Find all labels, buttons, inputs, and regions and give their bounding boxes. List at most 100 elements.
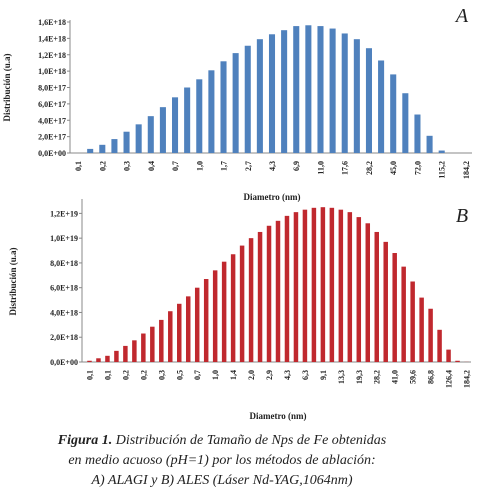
y-tick-label: 4,0E+18 [50, 308, 78, 317]
bar [184, 87, 191, 153]
x-tick-label: 184,2 [462, 161, 471, 179]
y-tick-label: 1,2E+18 [38, 51, 66, 60]
panel-label: A [454, 5, 469, 27]
bar [311, 207, 317, 362]
caption-line: A) ALAGI y B) ALES (Láser Nd-YAG,1064nm) [91, 473, 353, 488]
y-tick-label: 2,0E+17 [38, 133, 66, 142]
y-tick-label: 8,0E+17 [38, 84, 66, 93]
x-tick-label: 9,1 [319, 370, 328, 380]
bar [275, 220, 281, 362]
bar [365, 48, 372, 154]
x-tick-label: 0,2 [121, 370, 130, 380]
x-tick-label: 4,3 [268, 161, 277, 171]
bar [159, 319, 164, 362]
x-tick-label: 1,4 [229, 370, 238, 380]
bar [96, 358, 101, 362]
bar [150, 326, 155, 362]
bar [194, 287, 200, 362]
bar [172, 97, 179, 153]
bar [196, 79, 203, 153]
bar [438, 150, 445, 153]
bar [256, 39, 263, 153]
bar [329, 28, 336, 153]
x-tick-label: 0,2 [98, 161, 107, 171]
x-tick-label: 19,3 [355, 370, 364, 384]
x-tick-label: 59,6 [409, 370, 418, 384]
bar [141, 333, 146, 362]
bar [99, 144, 106, 153]
x-tick-label: 0,7 [193, 370, 202, 380]
bar [378, 60, 385, 154]
y-tick-label: 1,6E+18 [38, 18, 66, 27]
bar [123, 131, 130, 153]
bar [374, 231, 379, 362]
x-tick-label: 6,3 [301, 370, 310, 380]
x-tick-label: 0,3 [123, 161, 132, 171]
bar [266, 225, 272, 362]
bar [329, 207, 335, 362]
x-tick-label: 0,3 [157, 370, 166, 380]
bar [203, 279, 209, 362]
bar [356, 217, 362, 362]
x-tick-label: 115,2 [438, 161, 447, 179]
x-tick-label: 13,3 [337, 370, 346, 384]
bar [168, 311, 173, 362]
x-tick-label: 41,0 [391, 370, 400, 384]
x-tick-label: 2,0 [247, 370, 256, 380]
bar [87, 360, 92, 362]
bar [221, 261, 227, 362]
bar [257, 231, 263, 362]
bar [135, 124, 142, 153]
y-axis-title: Distribución (u.a) [2, 53, 12, 121]
x-tick-label: 0,4 [147, 161, 156, 171]
bar [426, 135, 433, 153]
bar [317, 26, 324, 153]
panel-label: B [456, 205, 468, 227]
bar [114, 350, 119, 362]
x-tick-label: 28,2 [373, 370, 382, 384]
y-tick-label: 8,0E+18 [50, 259, 78, 268]
bar [437, 329, 442, 362]
bar [383, 241, 388, 362]
bar [159, 107, 166, 153]
x-tick-label: 1,0 [211, 370, 220, 380]
bar [410, 281, 415, 362]
x-tick-label: 0,5 [175, 370, 184, 380]
y-tick-label: 4,0E+17 [38, 116, 66, 125]
bar [132, 340, 137, 362]
bar [305, 25, 312, 153]
y-tick-label: 6,0E+18 [50, 284, 78, 293]
x-tick-label: 2,7 [244, 161, 253, 171]
bar [111, 139, 118, 153]
y-tick-label: 2,0E+18 [50, 333, 78, 342]
bar [293, 212, 299, 362]
caption-line: Figura 1. Distribución de Tamaño de Nps … [57, 433, 387, 448]
bar [365, 223, 371, 362]
x-tick-label: 11,0 [316, 161, 325, 175]
y-tick-label: 1,0E+18 [38, 67, 66, 76]
bar [239, 245, 245, 362]
x-tick-label: 4,3 [283, 370, 292, 380]
x-tick-label: 0,1 [74, 161, 83, 171]
x-tick-label: 0,1 [85, 370, 94, 380]
x-tick-label: 126,4 [445, 370, 454, 388]
x-tick-label: 45,0 [389, 161, 398, 175]
bar [220, 61, 227, 153]
bar [123, 345, 128, 362]
x-axis-title: Diametro (nm) [243, 192, 300, 202]
x-tick-label: 17,6 [341, 161, 350, 175]
y-tick-label: 0,0E+00 [50, 358, 78, 367]
bar [105, 355, 110, 362]
y-tick-label: 1,4E+18 [38, 34, 66, 43]
x-tick-label: 184,2 [463, 370, 472, 388]
bar [230, 254, 236, 362]
x-tick-label: 0,7 [171, 161, 180, 171]
y-tick-label: 0,0E+00 [38, 149, 66, 158]
x-tick-label: 72,0 [413, 161, 422, 175]
x-tick-label: 1,0 [195, 161, 204, 171]
bar [347, 212, 353, 362]
bar [177, 303, 182, 362]
bar [353, 39, 360, 153]
bar [392, 253, 397, 362]
